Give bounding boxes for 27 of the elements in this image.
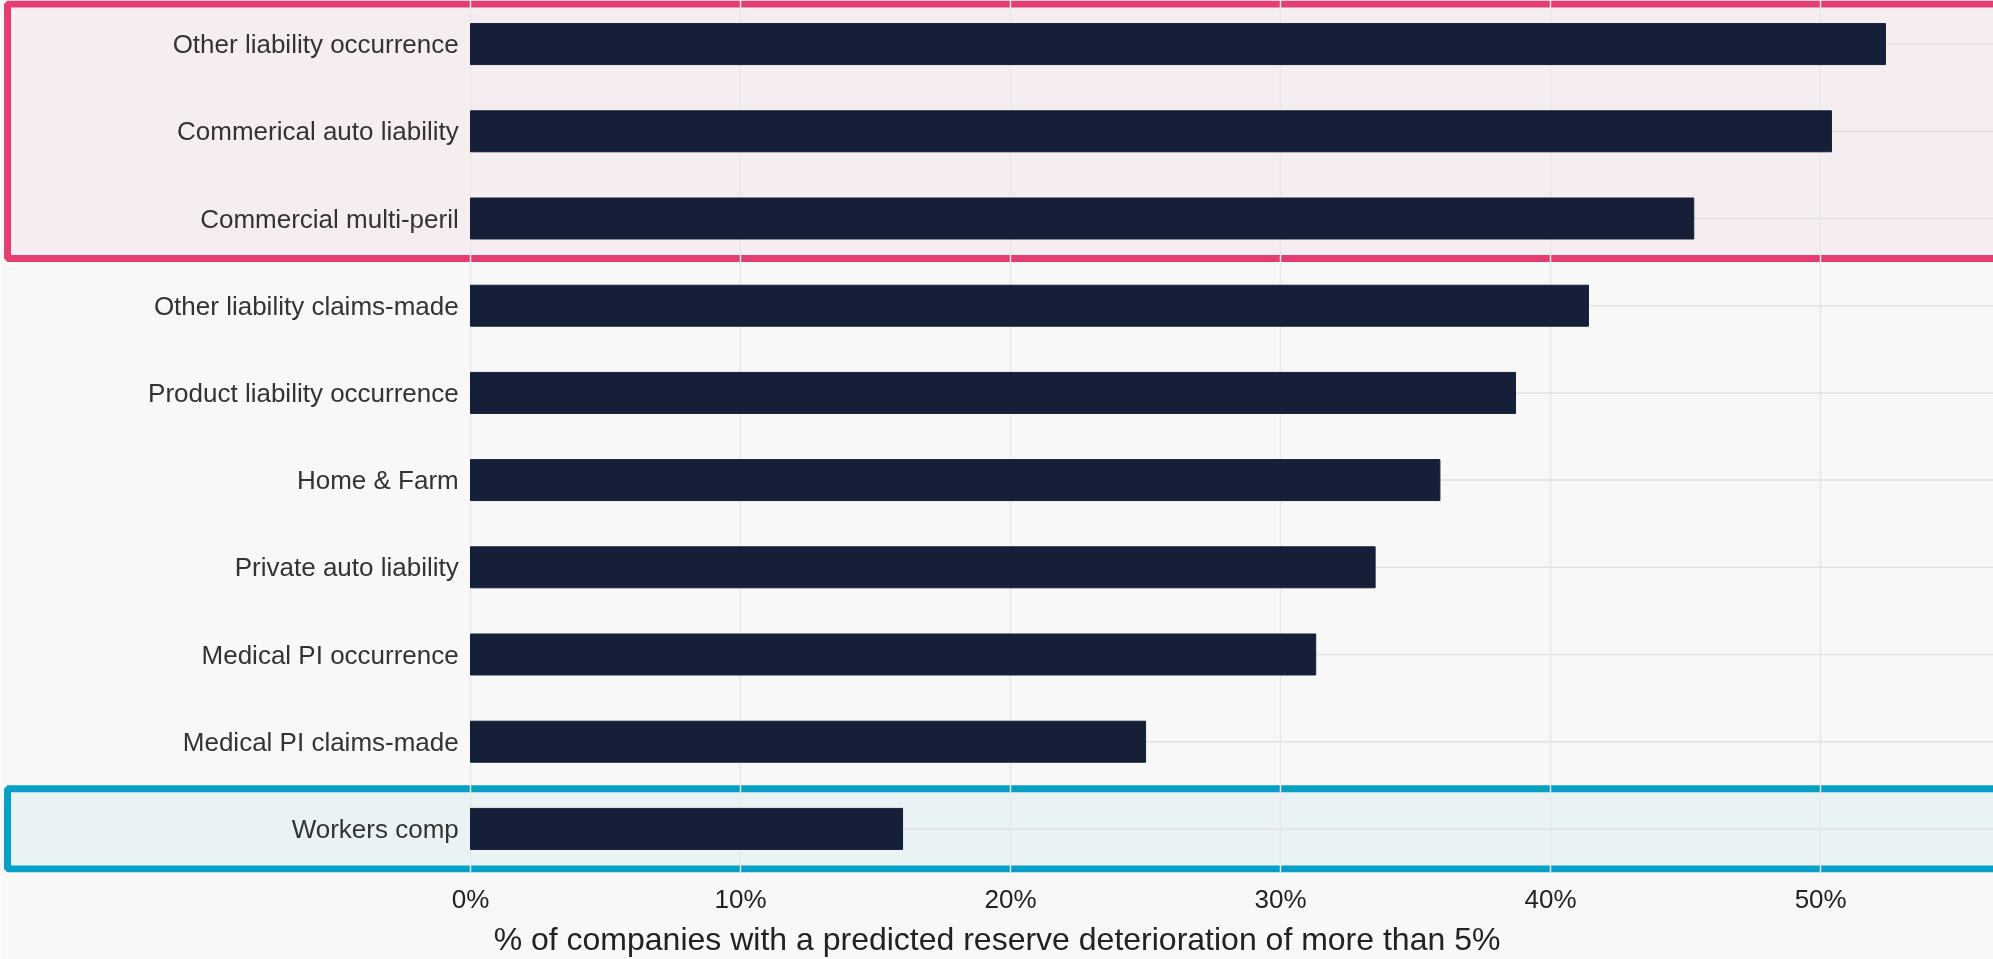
bar [470,23,1886,66]
y-tick-label: Other liability claims-made [153,290,459,321]
bar [470,546,1376,589]
bar [470,720,1147,763]
x-tick-label: 50% [1794,883,1847,914]
x-tick-label: 40% [1524,883,1577,914]
y-tick-label: Commercial multi-peril [200,203,459,234]
y-tick-label: Medical PI occurrence [201,639,459,670]
y-tick-label: Other liability occurrence [172,29,459,60]
y-tick-label: Workers comp [291,813,459,844]
bar [470,807,904,850]
y-tick-label: Private auto liability [234,552,459,583]
x-tick-label: 30% [1254,883,1307,914]
x-tick-label: 10% [714,883,767,914]
x-tick-label: 0% [451,883,490,914]
x-axis-title: % of companies with a predicted reserve deterioration of more than 5% [493,920,1501,957]
bar [470,371,1517,414]
y-tick-label: Medical PI claims-made [182,726,459,757]
bar [470,459,1441,502]
y-tick-label: Commerical auto liability [176,116,459,147]
bar [470,197,1695,240]
y-tick-label: Home & Farm [296,465,459,496]
bar [470,110,1832,153]
y-tick-label: Product liability occurrence [148,377,459,408]
bar [470,284,1589,327]
x-tick-label: 20% [984,883,1037,914]
bar [470,633,1317,676]
